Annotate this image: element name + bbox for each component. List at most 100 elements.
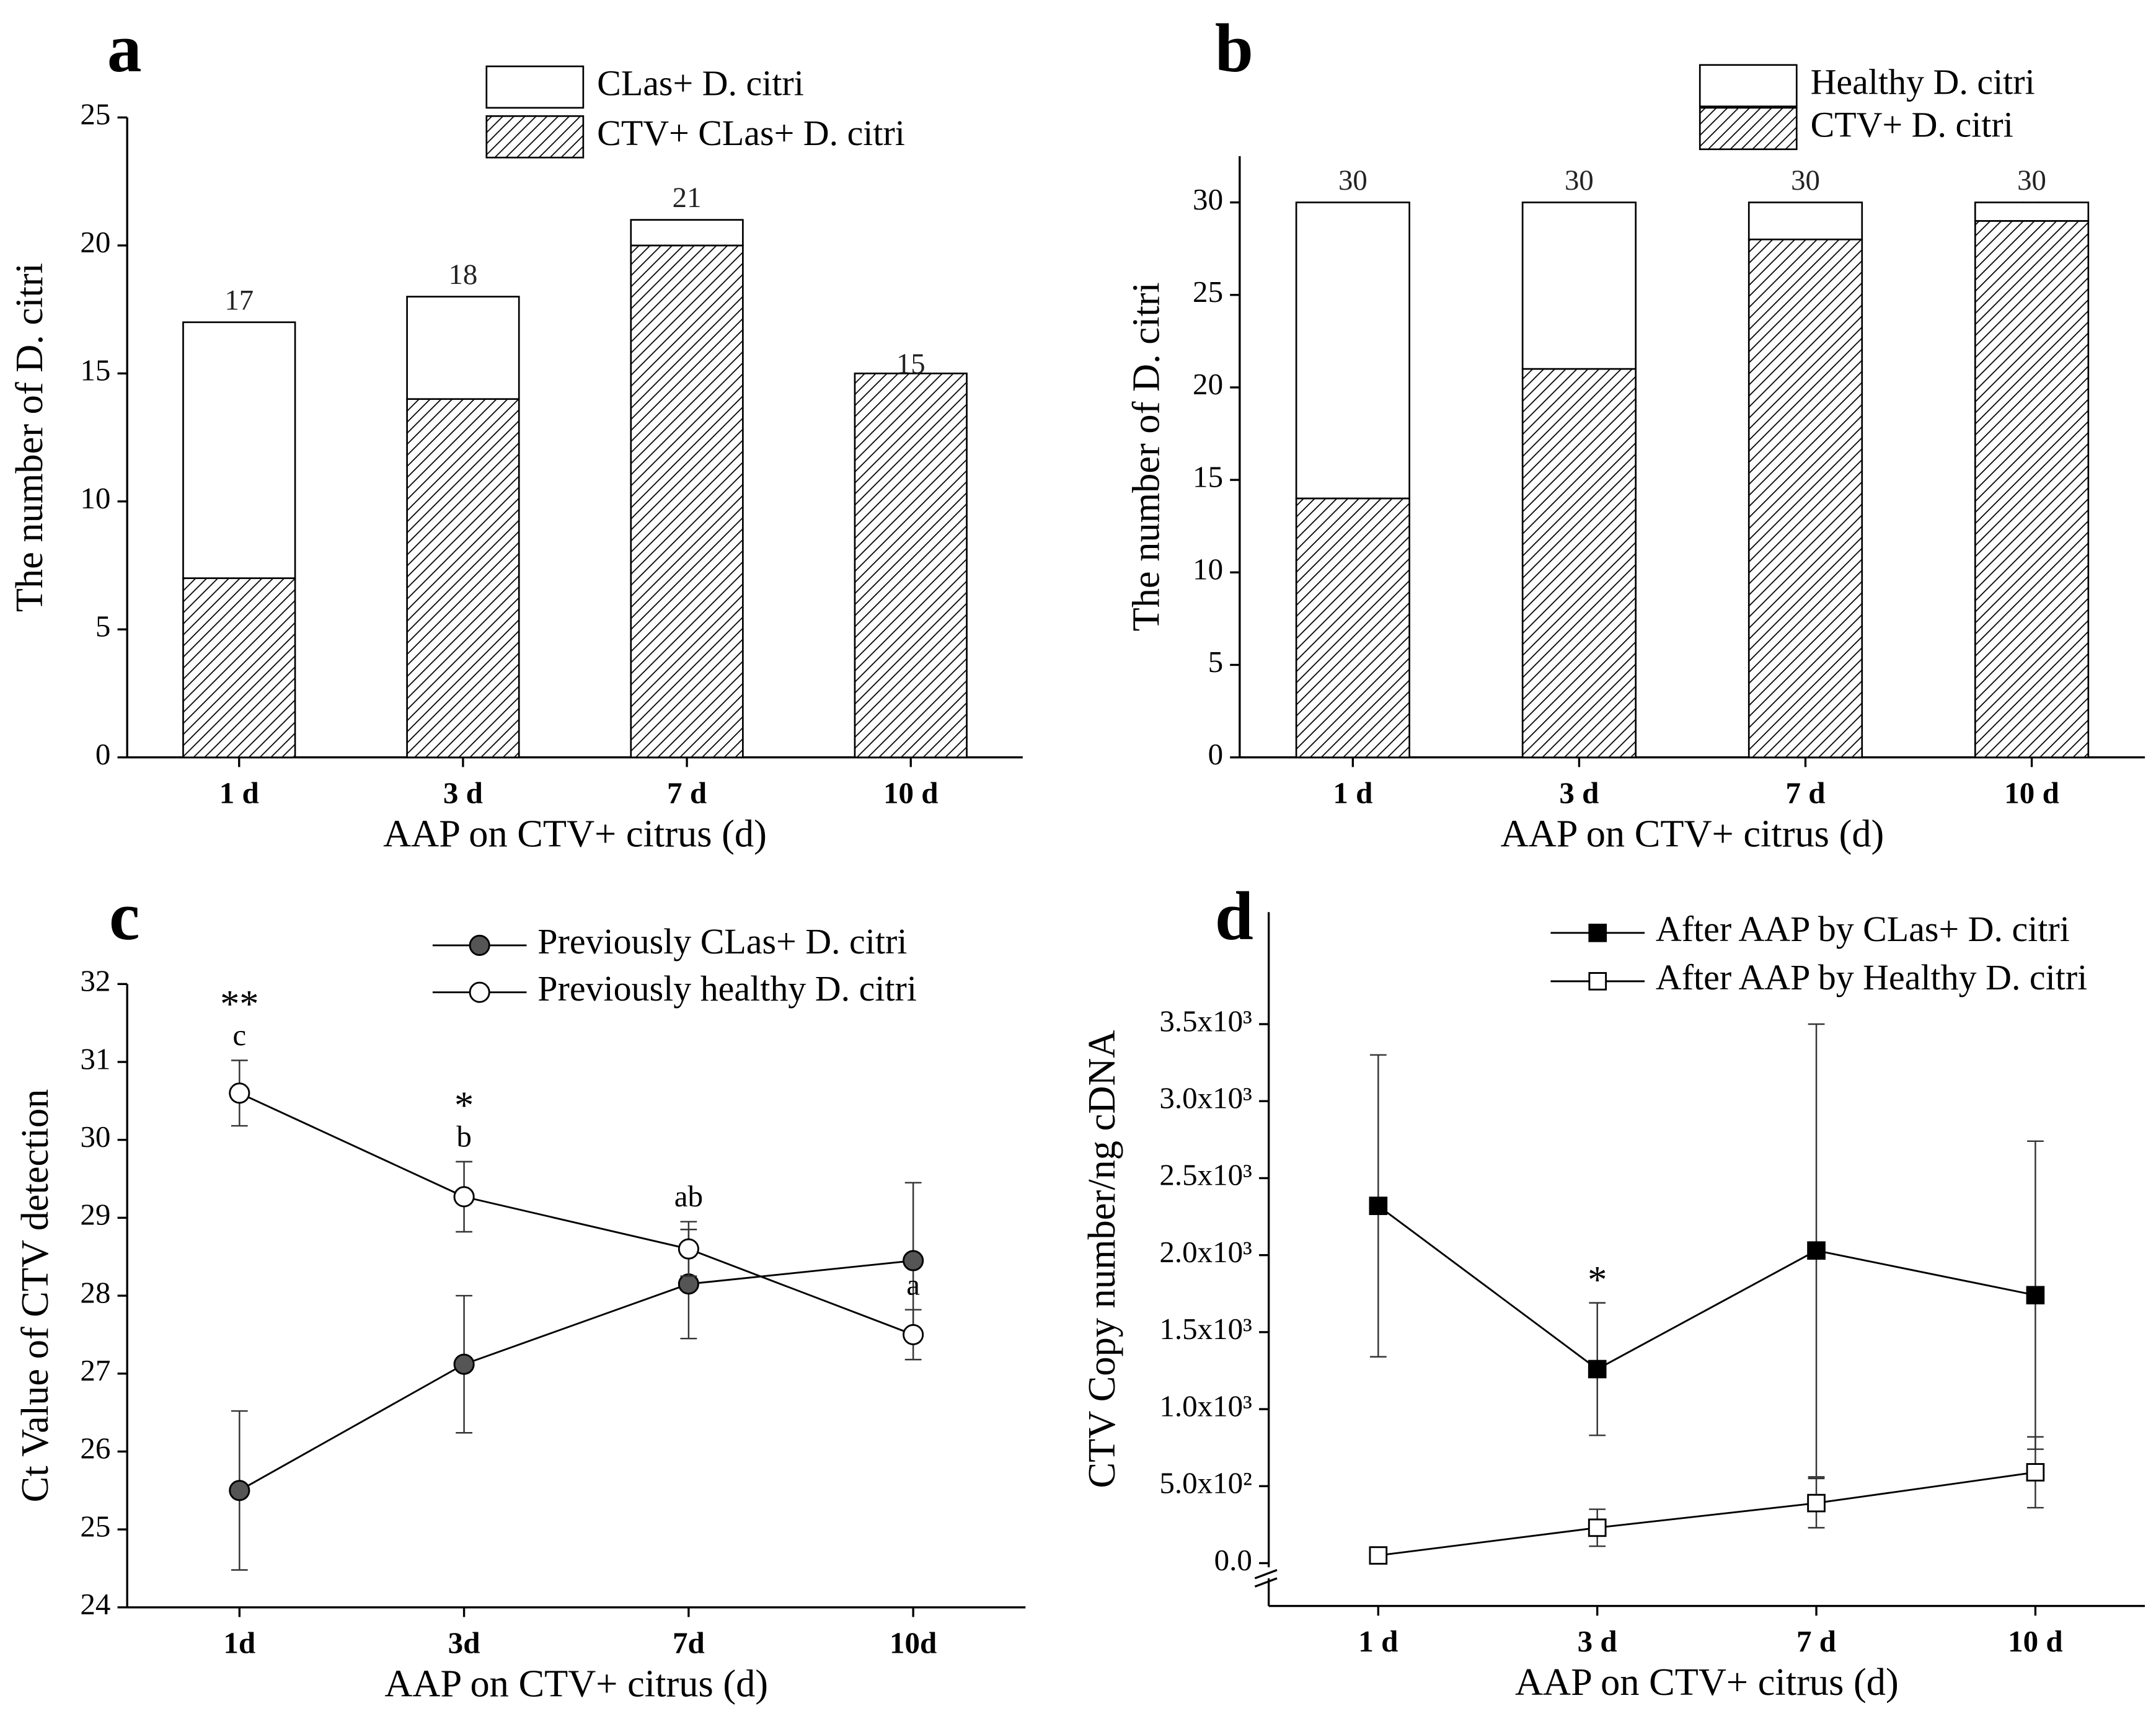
total-label: 30 [2017,164,2046,197]
significance-label: ** [220,982,258,1025]
axis-break [1254,1569,1278,1588]
marker [1807,1493,1826,1513]
x-tick-label: 1 d [1333,776,1372,810]
total-label: 30 [1791,164,1820,197]
bar-segment [1521,368,1637,759]
marker [229,1082,250,1104]
significance-label: * [454,1084,474,1127]
bar-segment [182,321,296,580]
marker [1588,1360,1607,1379]
y-tick-label: 25 [80,1509,110,1543]
y-axis-title: The number of D. citri [1124,282,1167,631]
legend-label: CLas+ D. citri [597,63,804,104]
letter-label: b [456,1119,472,1153]
series-line [1377,1205,2036,1371]
bar-segment [406,398,520,759]
panel-label: d [1215,878,1253,955]
y-tick-label: 20 [80,225,110,259]
marker [1369,1546,1388,1565]
y-tick-label: 32 [80,964,110,998]
y-tick-label: 27 [80,1353,110,1387]
marker [678,1273,699,1295]
y-tick-label: 30 [1193,182,1223,216]
letter-label: ab [674,1179,703,1213]
x-tick-label: 1 d [1358,1624,1398,1658]
legend-marker [1588,924,1607,942]
x-axis-title: AAP on CTV+ citrus (d) [384,1661,768,1705]
y-tick-label: 20 [1193,367,1223,401]
legend-swatch [1699,107,1798,151]
y-tick-label: 15 [80,353,110,387]
value-label: 15 [896,348,926,380]
x-tick-label: 10 d [2004,776,2059,810]
bar-segment [1747,201,1863,241]
legend-marker [469,934,490,956]
marker [678,1238,699,1260]
y-tick-label: 25 [1193,275,1223,309]
legend-swatch [1699,64,1798,108]
legend-label: Previously healthy D. citri [537,968,917,1009]
y-tick-label: 5 [95,609,111,643]
y-tick-label: 31 [80,1041,110,1076]
x-tick-label: 1d [223,1625,255,1660]
x-tick-label: 10 d [2008,1624,2063,1658]
letter-label: c [232,1018,246,1052]
x-axis-title: AAP on CTV+ citrus (d) [1501,811,1884,855]
y-axis-title: Ct Value of CTV detection [13,1089,56,1503]
legend-label: After AAP by CLas+ D. citri [1656,909,2070,949]
legend-swatch [485,115,585,159]
marker [903,1250,924,1271]
y-tick-label: 0 [1208,737,1224,771]
series-line [1378,1471,2036,1557]
y-tick-label: 1.0x10³ [1159,1389,1252,1423]
legend-marker [1588,972,1607,991]
y-tick-label: 15 [1193,459,1223,493]
total-label: 17 [224,284,254,316]
y-axis-title: The number of D. citri [7,263,51,612]
series-line [239,1260,914,1492]
x-tick-label: 7 d [1785,776,1825,810]
marker [1588,1518,1607,1537]
bar-segment [1521,201,1637,370]
y-tick-label: 5.0x10² [1159,1466,1252,1500]
x-tick-label: 7 d [667,776,707,810]
x-tick-label: 1 d [219,776,259,810]
x-tick-label: 7d [673,1625,705,1660]
bar-segment [630,219,744,247]
x-tick-label: 3 d [1559,776,1599,810]
total-label: 18 [449,259,478,291]
y-tick-label: 3.5x10³ [1159,1004,1252,1038]
bar-segment [1747,238,1863,759]
y-tick-label: 24 [80,1587,110,1621]
letter-label: a [906,1267,920,1301]
bar-segment [1295,497,1410,759]
marker [2026,1286,2045,1305]
x-tick-label: 10d [890,1625,937,1660]
marker [1807,1241,1826,1260]
legend-label: After AAP by Healthy D. citri [1656,957,2087,997]
y-tick-label: 25 [80,97,110,131]
bar-segment [406,296,520,400]
y-tick-label: 30 [80,1120,110,1154]
x-tick-label: 3 d [443,776,483,810]
panel-label: b [1215,11,1253,87]
legend-label: Healthy D. citri [1811,62,2035,102]
legend-label: CTV+ CLas+ D. citri [597,113,905,153]
y-tick-label: 2.0x10³ [1159,1235,1252,1269]
y-tick-label: 10 [1193,552,1223,586]
x-tick-label: 10 d [883,776,939,810]
legend-swatch [485,65,585,109]
bar-segment [182,577,296,759]
y-tick-label: 28 [80,1275,110,1309]
significance-label: * [1588,1258,1607,1301]
marker [229,1480,250,1501]
marker [2026,1463,2045,1482]
bar-segment [1295,201,1410,500]
y-tick-label: 10 [80,481,110,515]
panel-label: c [109,878,139,955]
y-tick-label: 2.5x10³ [1159,1158,1252,1192]
marker [453,1353,475,1375]
y-tick-label: 26 [80,1431,110,1466]
y-tick-label: 3.0x10³ [1159,1081,1252,1115]
